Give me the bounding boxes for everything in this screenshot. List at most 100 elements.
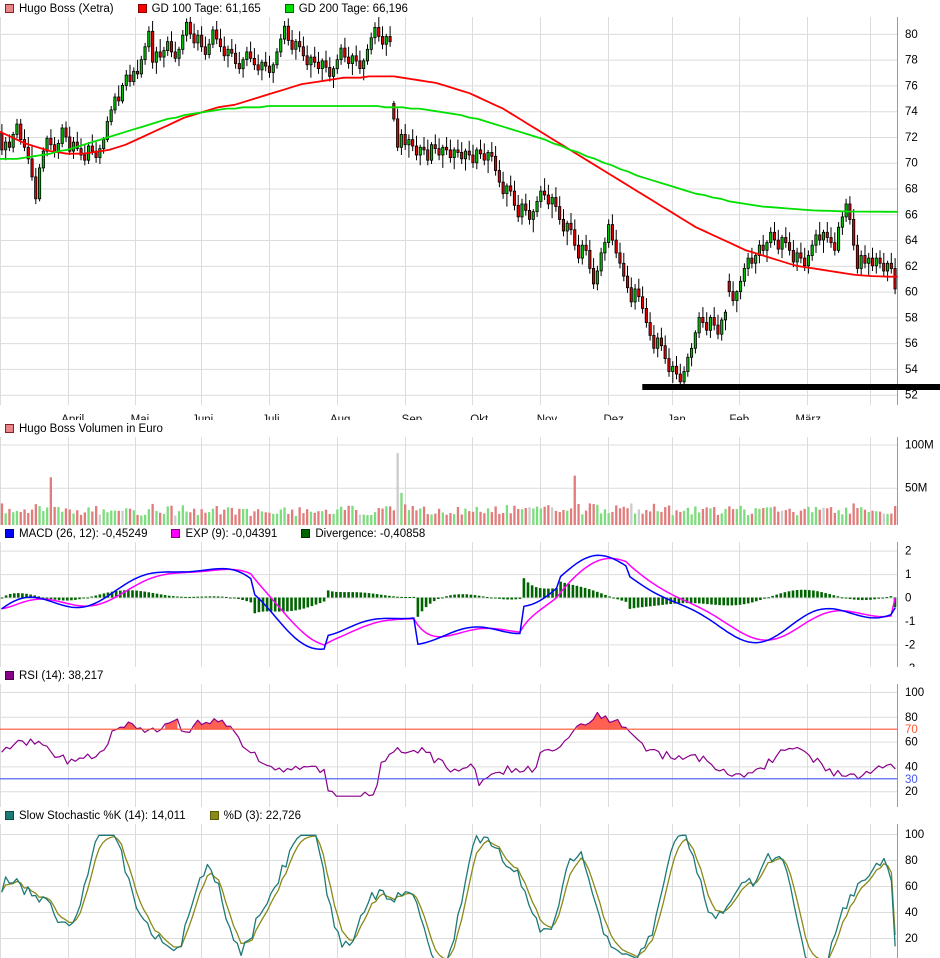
volume-bar-series — [0, 453, 897, 531]
stoch-y-tick-label: 80 — [905, 855, 918, 867]
month-label: April — [61, 414, 84, 425]
legend-label-rsi: RSI (14): 38,217 — [19, 669, 104, 682]
legend-item-instrument[interactable]: Hugo Boss (Xetra) — [5, 3, 114, 15]
price-y-tick-label: 62 — [905, 261, 918, 273]
price-y-tick-label: 80 — [905, 29, 918, 41]
stoch-y-tick-label: 60 — [905, 881, 918, 893]
volume-y-tick-label: 50M — [905, 483, 927, 495]
volume-legend: Hugo Boss Volumen in Euro — [0, 420, 940, 437]
price-y-tick-label: 74 — [905, 106, 918, 118]
price-y-tick-label: 56 — [905, 338, 918, 350]
stoch-y-tick-label: 100 — [905, 829, 924, 841]
month-label: Juli — [262, 414, 279, 425]
legend-label-exp: EXP (9): -0,04391 — [185, 527, 278, 540]
rsi-y-tick-label: 40 — [905, 761, 918, 773]
macd-legend: MACD (26, 12): -0,45249 EXP (9): -0,0439… — [0, 525, 940, 542]
legend-swatch-stoch-d — [209, 811, 219, 820]
macd-y-tick-label: 0 — [905, 593, 911, 605]
month-label: Nov. — [537, 414, 560, 425]
legend-swatch-gd100 — [137, 4, 147, 13]
legend-item-rsi[interactable]: RSI (14): 38,217 — [5, 670, 103, 682]
macd-y-tick-label: 1 — [905, 569, 911, 581]
month-label: Jan. — [667, 414, 689, 425]
macd-histogram — [0, 578, 897, 617]
macd-y-tick-label: -1 — [905, 616, 915, 628]
legend-swatch-rsi — [5, 671, 14, 680]
legend-label-macd: MACD (26, 12): -0,45249 — [19, 527, 148, 540]
price-panel: Hugo Boss (Xetra) GD 100 Tage: 61,165 GD… — [0, 0, 940, 425]
legend-swatch-divergence — [301, 529, 311, 538]
gd200-line — [0, 105, 898, 213]
legend-item-volume[interactable]: Hugo Boss Volumen in Euro — [5, 423, 163, 435]
price-y-tick-label: 54 — [905, 364, 918, 376]
rsi-y-tick-label: 20 — [905, 786, 918, 798]
macd-panel: MACD (26, 12): -0,45249 EXP (9): -0,0439… — [0, 525, 940, 684]
price-y-tick-label: 58 — [905, 312, 918, 324]
price-y-tick-label: 70 — [905, 158, 918, 170]
price-y-tick-label: 76 — [905, 80, 918, 92]
legend-label-divergence: Divergence: -0,40858 — [315, 527, 426, 540]
month-label: Mai — [131, 414, 150, 425]
macd-y-tick-label: -2 — [905, 639, 915, 651]
legend-item-stoch-d[interactable]: %D (3): 22,726 — [209, 809, 301, 822]
price-y-tick-label: 72 — [905, 132, 918, 144]
macd-y-tick-label: 2 — [905, 546, 911, 558]
month-label: Dez. — [603, 414, 627, 425]
rsi-y-tick-label: 60 — [905, 737, 918, 749]
volume-y-tick-label: 100M — [905, 439, 934, 451]
legend-swatch-stoch-k — [5, 811, 14, 820]
legend-item-divergence[interactable]: Divergence: -0,40858 — [301, 528, 425, 540]
rsi-y-tick-label: 100 — [905, 687, 924, 699]
price-y-tick-label: 68 — [905, 184, 918, 196]
price-y-tick-label: 66 — [905, 209, 918, 221]
legend-label-gd200: GD 200 Tage: 66,196 — [298, 2, 408, 15]
stochastic-legend: Slow Stochastic %K (14): 14,011 %D (3): … — [0, 807, 940, 824]
legend-label-gd100: GD 100 Tage: 61,165 — [151, 2, 261, 15]
legend-label-volume: Hugo Boss Volumen in Euro — [19, 422, 163, 435]
candlestick-series — [0, 17, 897, 387]
rsi-y-tick-label: 80 — [905, 712, 918, 724]
price-y-tick-label: 64 — [905, 235, 918, 247]
macd-plot[interactable]: 210-1-2-3 — [0, 542, 940, 684]
price-y-tick-label: 78 — [905, 55, 918, 67]
stoch-y-tick-label: 40 — [905, 907, 918, 919]
stochastic-k-line — [1, 834, 896, 958]
rsi-panel: RSI (14): 38,217 1008060402007030 — [0, 667, 940, 824]
price-plot[interactable]: 80 78 76 74 72 70 68 66 64 62 60 58 56 54 52 April Mai Ju… — [0, 17, 940, 425]
rsi-70-level-label: 70 — [905, 724, 918, 736]
price-y-tick-label: 60 — [905, 287, 918, 299]
rsi-legend: RSI (14): 38,217 — [0, 667, 940, 684]
month-label: Juni — [192, 414, 213, 425]
macd-signal-line — [1, 557, 896, 646]
legend-label-instrument: Hugo Boss (Xetra) — [19, 2, 114, 15]
volume-plot[interactable]: 100M50M0M — [0, 437, 940, 543]
stochastic-panel: Slow Stochastic %K (14): 14,011 %D (3): … — [0, 807, 940, 958]
legend-swatch-instrument — [5, 4, 14, 13]
price-legend: Hugo Boss (Xetra) GD 100 Tage: 61,165 GD… — [0, 0, 940, 17]
stochastic-plot[interactable]: 100806040200 — [0, 824, 940, 958]
rsi-30-level-label: 30 — [905, 774, 918, 786]
month-label: Aug. — [330, 414, 354, 425]
legend-item-macd[interactable]: MACD (26, 12): -0,45249 — [5, 528, 147, 540]
month-label: Sep. — [402, 414, 426, 425]
macd-line — [1, 554, 896, 650]
month-label: Feb. — [729, 414, 752, 425]
month-label: Okt. — [470, 414, 491, 425]
stoch-y-tick-label: 20 — [905, 933, 918, 945]
legend-item-stoch-k[interactable]: Slow Stochastic %K (14): 14,011 — [5, 810, 186, 822]
legend-swatch-exp — [171, 529, 181, 538]
legend-item-exp[interactable]: EXP (9): -0,04391 — [171, 528, 277, 540]
legend-label-stoch-d: %D (3): 22,726 — [223, 809, 301, 822]
legend-item-gd100[interactable]: GD 100 Tage: 61,165 — [137, 2, 261, 15]
legend-label-stoch-k: Slow Stochastic %K (14): 14,011 — [19, 809, 186, 822]
legend-item-gd200[interactable]: GD 200 Tage: 66,196 — [284, 2, 408, 15]
price-y-tick-label: 52 — [905, 390, 918, 402]
gd100-line — [0, 75, 898, 278]
volume-panel: Hugo Boss Volumen in Euro 100M50M0M — [0, 420, 940, 543]
legend-swatch-macd — [5, 529, 14, 538]
rsi-overbought-fill — [120, 712, 626, 730]
rsi-plot[interactable]: 1008060402007030 — [0, 684, 940, 824]
legend-swatch-volume — [5, 424, 14, 433]
legend-swatch-gd200 — [284, 4, 294, 13]
